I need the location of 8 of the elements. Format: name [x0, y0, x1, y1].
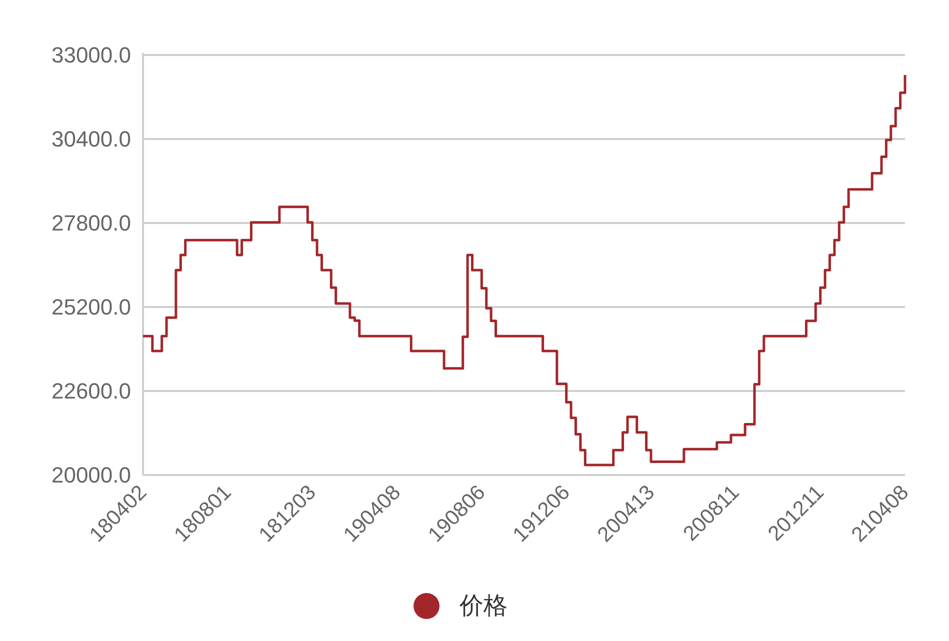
y-tick-label: 30400.0: [51, 126, 131, 152]
y-tick-label: 33000.0: [51, 42, 131, 68]
y-tick-label: 27800.0: [51, 210, 131, 236]
legend: 价格: [414, 592, 508, 620]
y-tick-label: 25200.0: [51, 294, 131, 320]
y-tick-label: 20000.0: [51, 462, 131, 488]
y-tick-label: 22600.0: [51, 378, 131, 404]
legend-label: 价格: [458, 592, 508, 620]
